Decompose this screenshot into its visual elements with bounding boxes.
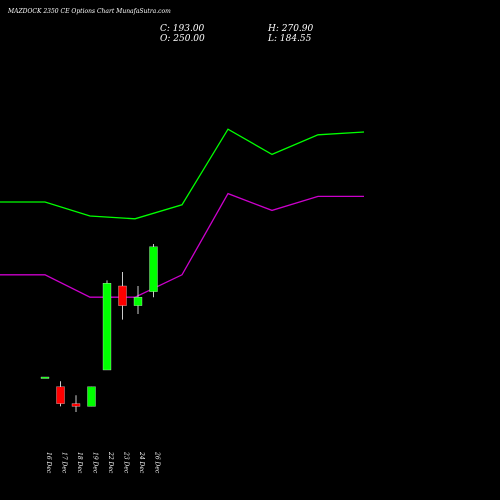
up-candle-body [149, 246, 158, 292]
date-tick-label: 16 Dec [45, 452, 52, 474]
date-tick-label: 23 Dec [123, 451, 130, 474]
down-candle-body [71, 403, 81, 407]
date-tick-label: 22 Dec [107, 451, 114, 474]
date-tick-label: 19 Dec [92, 452, 99, 474]
candle [149, 244, 158, 298]
band-lines [0, 128, 365, 298]
low-value: L: 184.55 [268, 34, 312, 44]
candle [87, 386, 96, 407]
down-candle-body [56, 386, 65, 404]
open-value: O: 250.00 [160, 34, 205, 44]
high-value: H: 270.90 [268, 24, 314, 34]
candle [71, 395, 81, 412]
candle [118, 272, 127, 320]
lower-band-line [0, 192, 364, 298]
date-tick-label: 17 Dec [61, 452, 68, 474]
up-candle-body [133, 297, 143, 306]
date-tick-label: 26 Dec [154, 451, 161, 474]
down-candle-body [118, 285, 127, 306]
candle [133, 286, 143, 314]
up-candle-body [87, 386, 96, 407]
candle [40, 376, 50, 379]
up-candle-body [40, 376, 50, 379]
up-candle-body [102, 283, 112, 371]
date-labels: 16 Dec 17 Dec 18 Dec 19 Dec 22 Dec 23 Dec 24 D… [45, 451, 161, 474]
close-value: C: 193.00 [160, 24, 205, 34]
upper-band-line [0, 128, 365, 220]
date-tick-label: 18 Dec [76, 452, 83, 474]
chart-title: MAZDOCK 2350 CE Options Chart MunafaSutr… [8, 8, 171, 15]
candle [56, 381, 65, 407]
date-tick-label: 24 Dec [138, 451, 145, 474]
candle [102, 280, 112, 371]
candles [40, 244, 158, 412]
